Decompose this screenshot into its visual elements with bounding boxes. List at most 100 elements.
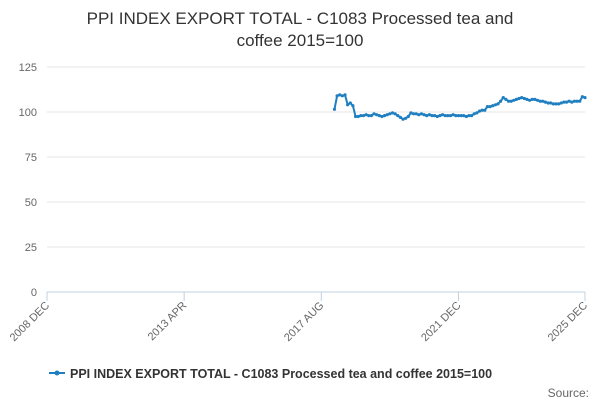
data-point[interactable] [467,114,471,118]
data-point[interactable] [562,100,566,104]
data-point[interactable] [554,102,558,106]
data-point[interactable] [359,114,363,118]
data-point[interactable] [406,114,410,119]
data-point[interactable] [567,99,571,103]
data-point[interactable] [557,102,561,106]
data-point[interactable] [443,114,447,118]
data-point[interactable] [411,112,416,116]
data-point[interactable] [440,113,445,117]
data-point[interactable] [535,98,540,102]
data-point[interactable] [462,114,466,118]
data-point[interactable] [385,113,389,117]
data-point[interactable] [480,108,484,112]
data-point[interactable] [364,113,368,117]
data-point[interactable] [340,94,344,98]
data-point[interactable] [520,96,524,100]
data-point[interactable] [522,96,526,101]
data-point[interactable] [477,109,482,113]
data-point[interactable] [464,114,468,119]
data-point[interactable] [353,114,358,119]
data-point[interactable] [419,112,424,116]
data-point[interactable] [451,113,455,117]
data-point[interactable] [549,101,553,105]
data-point[interactable] [559,101,563,105]
data-point[interactable] [348,101,352,105]
data-point[interactable] [430,114,434,118]
data-point[interactable] [335,94,339,98]
data-point[interactable] [506,99,511,103]
data-point[interactable] [446,114,450,118]
data-point[interactable] [401,117,405,121]
x-axis: 2008 DEC 2013 APR 2017 AUG 2021 DEC 2025 DEC [8,291,590,344]
data-point[interactable] [493,103,497,107]
data-point[interactable] [454,114,458,118]
data-point[interactable] [525,97,529,101]
data-point[interactable] [414,112,418,116]
data-point[interactable] [572,99,577,103]
data-point[interactable] [578,99,582,103]
data-point[interactable] [501,96,505,100]
data-point[interactable] [528,98,532,102]
data-point[interactable] [512,98,516,102]
data-point[interactable] [396,114,400,118]
data-point[interactable] [393,112,397,116]
data-point[interactable] [433,114,437,118]
data-point[interactable] [496,102,500,106]
data-point[interactable] [372,112,376,116]
data-point[interactable] [533,97,537,101]
data-point[interactable] [367,114,371,118]
data-point[interactable] [551,102,555,106]
data-point[interactable] [422,113,426,117]
data-point[interactable] [356,114,360,119]
data-point[interactable] [435,114,439,119]
data-point[interactable] [530,97,534,101]
data-point[interactable] [398,115,402,119]
data-point[interactable] [409,111,413,115]
data-point[interactable] [546,101,550,105]
data-point[interactable] [580,95,584,99]
data-point[interactable] [491,104,495,108]
data-point[interactable] [425,114,429,118]
data-point[interactable] [499,99,503,103]
data-point[interactable] [538,99,542,103]
data-point[interactable] [469,114,474,118]
data-point[interactable] [472,112,476,116]
data-point[interactable] [343,93,347,97]
data-point[interactable] [382,114,387,118]
data-point[interactable] [448,114,453,118]
data-point[interactable] [369,114,373,118]
data-point[interactable] [390,111,395,115]
data-point[interactable] [388,112,392,116]
legend[interactable]: PPI INDEX EXPORT TOTAL - C1083 Processed… [49,367,492,381]
data-point[interactable] [514,97,519,101]
legend-label: PPI INDEX EXPORT TOTAL - C1083 Processed… [70,367,492,381]
data-point[interactable] [583,96,587,100]
data-point[interactable] [504,97,508,101]
data-point[interactable] [346,103,350,107]
data-point[interactable] [459,114,463,118]
data-point[interactable] [351,104,355,108]
data-point[interactable] [485,105,490,109]
data-point[interactable] [575,99,579,103]
data-point[interactable] [456,114,461,118]
data-point[interactable] [475,111,479,115]
data-point[interactable] [338,93,342,97]
data-point[interactable] [541,99,545,103]
data-point[interactable] [380,114,384,119]
data-point[interactable] [483,108,487,112]
data-point[interactable] [404,116,408,120]
data-point[interactable] [570,100,574,104]
data-point[interactable] [543,100,548,104]
data-point[interactable] [375,113,379,117]
y-tick-label: 25 [25,242,37,254]
data-point[interactable] [377,114,381,118]
data-point[interactable] [488,105,492,109]
data-point[interactable] [417,113,421,117]
data-point[interactable] [438,114,442,118]
data-point[interactable] [427,113,432,117]
data-point[interactable] [332,107,337,111]
data-point[interactable] [509,99,513,103]
data-point[interactable] [361,114,366,118]
data-point[interactable] [517,96,521,101]
data-point[interactable] [564,100,569,104]
